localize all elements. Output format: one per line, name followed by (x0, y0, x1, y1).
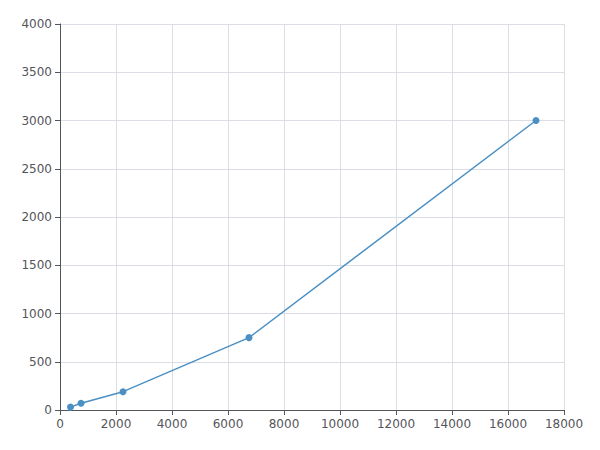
svg-text:1500: 1500 (21, 258, 52, 272)
svg-text:0: 0 (44, 403, 52, 417)
svg-text:12000: 12000 (377, 417, 415, 431)
svg-text:18000: 18000 (545, 417, 583, 431)
svg-text:0: 0 (56, 417, 64, 431)
svg-text:14000: 14000 (433, 417, 471, 431)
svg-text:16000: 16000 (489, 417, 527, 431)
svg-text:8000: 8000 (269, 417, 300, 431)
svg-text:4000: 4000 (157, 417, 188, 431)
svg-text:1000: 1000 (21, 307, 52, 321)
svg-text:10000: 10000 (321, 417, 359, 431)
svg-text:4000: 4000 (21, 17, 52, 31)
svg-text:500: 500 (29, 355, 52, 369)
svg-text:2000: 2000 (101, 417, 132, 431)
svg-text:6000: 6000 (213, 417, 244, 431)
svg-text:2000: 2000 (21, 210, 52, 224)
svg-text:2500: 2500 (21, 162, 52, 176)
svg-text:3500: 3500 (21, 65, 52, 79)
svg-text:3000: 3000 (21, 114, 52, 128)
